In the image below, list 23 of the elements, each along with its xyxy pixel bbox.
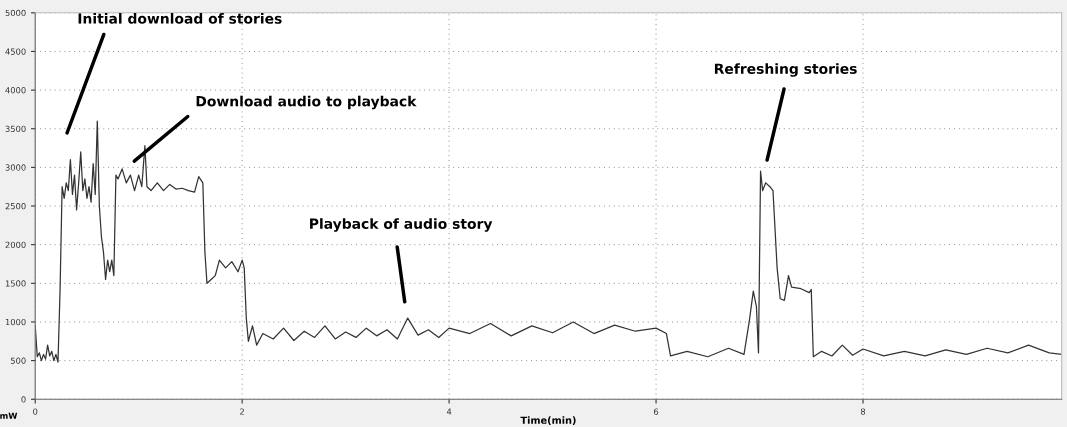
x-tick-label: 6 — [653, 408, 659, 415]
y-tick-label: 1500 — [5, 280, 26, 287]
y-tick-label: 4500 — [5, 48, 26, 55]
x-tick-label: 8 — [860, 408, 866, 415]
y-tick-label: 5000 — [5, 9, 26, 17]
y-tick-label: 4000 — [5, 87, 26, 94]
y-tick-label: 500 — [10, 357, 26, 364]
annotation: Refreshing stories — [714, 63, 857, 77]
line-series — [35, 120, 1062, 363]
annotation: Initial download of stories — [78, 13, 282, 24]
annotation: Download audio to playback — [196, 95, 417, 110]
y-tick-label: 0 — [21, 396, 26, 403]
x-axis-title: Time(min) — [520, 416, 576, 426]
x-tick-label: 0 — [33, 408, 38, 415]
y-tick-label: 2000 — [5, 241, 26, 248]
x-tick-label: 4 — [446, 408, 452, 415]
annotation: Playback of audio story — [310, 218, 493, 232]
y-axis-title: mW — [0, 412, 18, 419]
y-tick-label: 2500 — [5, 203, 26, 210]
y-tick-label: 3500 — [5, 125, 26, 133]
y-tick-label: 1000 — [5, 318, 26, 326]
y-tick-label: 3000 — [5, 164, 26, 171]
x-tick-label: 2 — [240, 408, 244, 415]
